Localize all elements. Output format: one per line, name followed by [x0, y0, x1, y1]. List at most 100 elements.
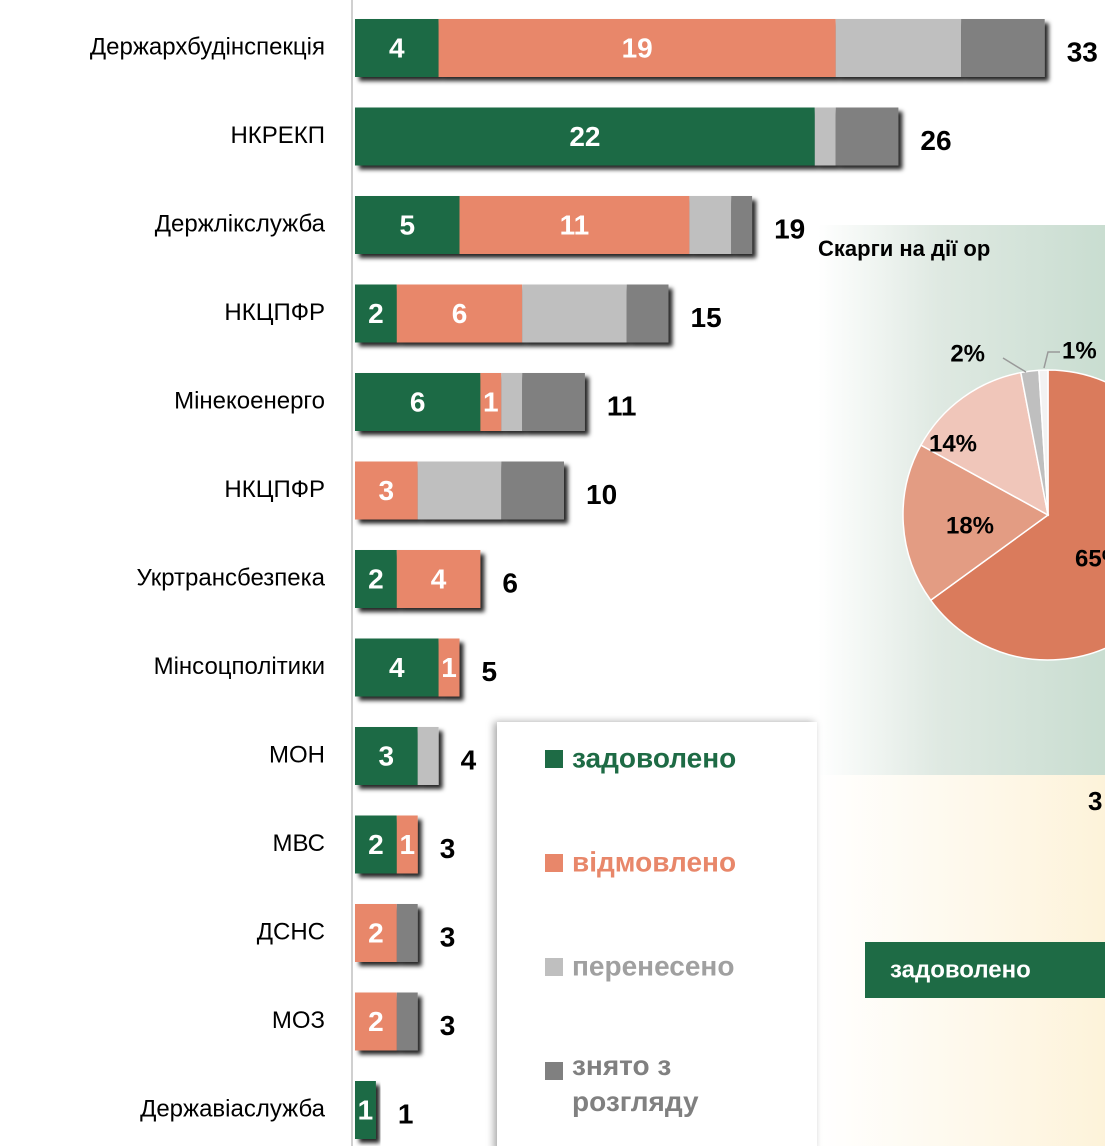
- data-label: 6: [410, 386, 426, 417]
- legend-label: задоволено: [572, 742, 736, 773]
- data-label: 1: [358, 1094, 374, 1125]
- category-label: МВС: [272, 830, 325, 857]
- legend-swatch: [545, 1062, 563, 1080]
- data-label: 2: [368, 917, 384, 948]
- legend-label: знято з розгляду: [572, 1050, 699, 1117]
- data-label: 6: [452, 298, 468, 329]
- data-label: 11: [560, 209, 590, 240]
- bar-segment: [355, 373, 481, 431]
- bar-segment: [522, 284, 627, 343]
- bar-segment: [355, 550, 397, 608]
- bar-group: [355, 727, 439, 785]
- bar-segment: [522, 373, 585, 431]
- legend-swatch: [545, 958, 563, 976]
- bar-group: [355, 19, 1045, 77]
- bar-segment: [626, 284, 669, 343]
- pie-label: 18%: [946, 512, 994, 539]
- bar-segment: [835, 19, 962, 77]
- legend-swatch: [545, 854, 563, 872]
- pie-slice: [929, 369, 1105, 661]
- total-label: 6: [502, 567, 518, 598]
- bar-segment: [480, 373, 502, 431]
- data-label: 2: [368, 563, 384, 594]
- data-label: 1: [441, 652, 457, 683]
- total-label: 26: [920, 125, 951, 156]
- pie: [902, 369, 1105, 661]
- pie-slice: [902, 444, 1050, 602]
- pie-title: Скарги на дії ор: [818, 236, 990, 261]
- pie-label: 14%: [929, 430, 977, 457]
- bar-segment: [355, 727, 418, 785]
- total-label: 15: [691, 302, 722, 333]
- data-label: 1: [483, 386, 499, 417]
- category-label: Держархбудінспекція: [90, 33, 325, 60]
- bar-segment: [355, 196, 460, 254]
- bar-segment: [355, 284, 397, 343]
- total-label: 5: [482, 656, 498, 687]
- legend-label: перенесено: [572, 950, 734, 981]
- category-label: НКЦПФР: [224, 476, 325, 503]
- category-label: Держлікслужба: [155, 210, 326, 237]
- legend-swatch: [545, 750, 563, 768]
- total-label: 4: [461, 744, 477, 775]
- bar-segment: [396, 815, 418, 874]
- category-label: НКРЕКП: [230, 122, 325, 149]
- bar-segment: [355, 815, 397, 874]
- bar-segment: [355, 904, 397, 962]
- bar-group: [355, 107, 899, 166]
- data-label: 4: [431, 563, 447, 594]
- bar-segment: [835, 107, 899, 166]
- bar-segment: [459, 196, 690, 254]
- data-label: 1: [399, 829, 415, 860]
- bar-group: [355, 550, 481, 608]
- total-label: 3: [440, 833, 456, 864]
- panel-button: [865, 942, 1105, 998]
- data-label: 4: [389, 32, 405, 63]
- data-label: 3: [379, 475, 395, 506]
- pie-label: 65%: [1075, 545, 1105, 572]
- total-label: 10: [586, 479, 617, 510]
- bar-segment: [396, 550, 481, 608]
- bar-group: [355, 638, 460, 697]
- pie-label: 2%: [950, 340, 985, 367]
- category-label: НКЦПФР: [224, 299, 325, 326]
- bar-segment: [689, 196, 732, 254]
- legend-box: [497, 722, 817, 1146]
- bar-segment: [355, 107, 815, 166]
- category-label: Мінсоцполітики: [154, 653, 325, 680]
- bar-segment: [731, 196, 753, 254]
- bar-segment: [396, 904, 418, 962]
- data-label: 2: [368, 298, 384, 329]
- bar-segment: [417, 461, 502, 520]
- data-label: 2: [368, 829, 384, 860]
- panel-count: 3: [1088, 786, 1102, 816]
- bar-segment: [396, 992, 418, 1051]
- data-label: 4: [389, 652, 405, 683]
- total-label: 11: [607, 390, 637, 421]
- data-label: 3: [379, 740, 395, 771]
- total-label: 19: [774, 213, 805, 244]
- bar-segment: [355, 19, 439, 77]
- total-label: 1: [398, 1098, 414, 1129]
- data-label: 2: [368, 1006, 384, 1037]
- panel-button-label: задоволено: [890, 956, 1031, 983]
- bar-group: [355, 196, 753, 254]
- bar-segment: [961, 19, 1045, 77]
- pie-label: 1%: [1062, 337, 1097, 364]
- bar-group: [355, 815, 418, 874]
- bar-segment: [501, 461, 564, 520]
- category-label: Укртрансбезпека: [137, 564, 326, 591]
- bar-segment: [355, 461, 418, 520]
- bar-group: [355, 1081, 376, 1139]
- total-label: 33: [1067, 36, 1098, 67]
- total-label: 3: [440, 1010, 456, 1041]
- bar-segment: [355, 992, 397, 1051]
- bar-segment: [438, 638, 460, 697]
- bar-segment: [396, 284, 523, 343]
- bar-segment: [417, 727, 439, 785]
- bar-segment: [501, 373, 523, 431]
- legend-label: відмовлено: [572, 846, 736, 877]
- total-label: 3: [440, 921, 456, 952]
- bar-segment: [438, 19, 836, 77]
